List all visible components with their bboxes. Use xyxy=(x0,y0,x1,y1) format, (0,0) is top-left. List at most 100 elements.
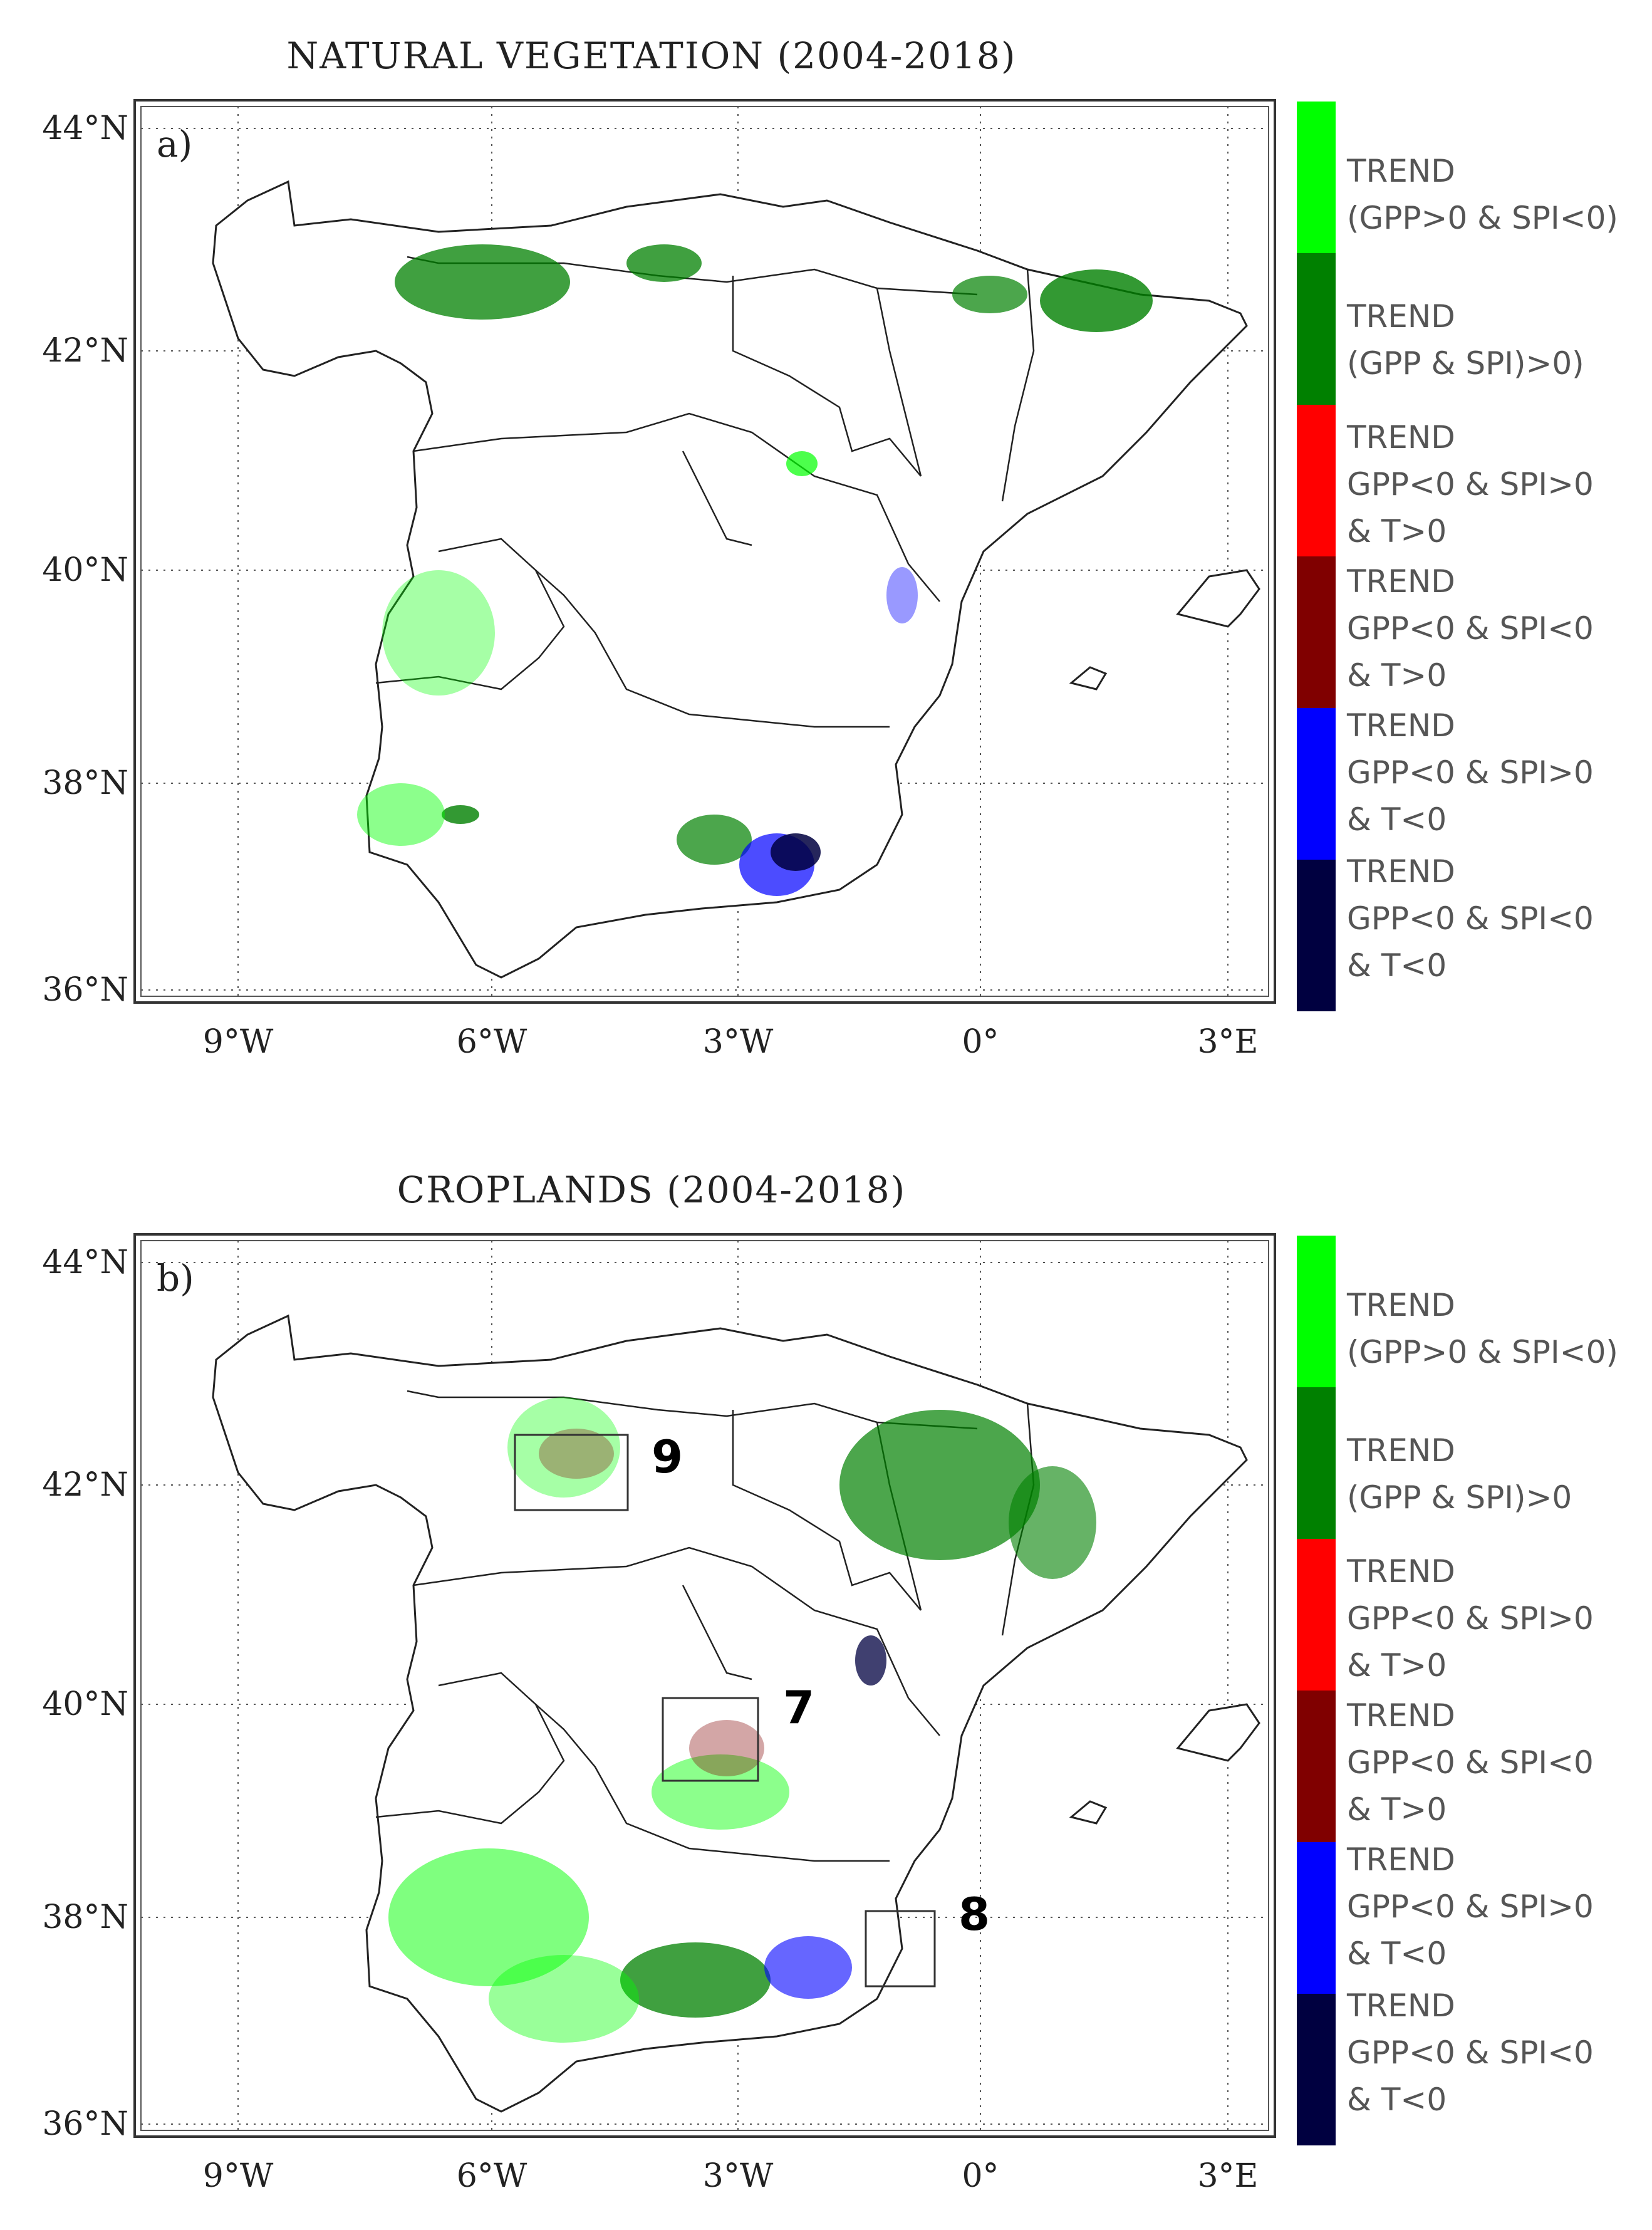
legend-text: GPP<0 & SPI<0 xyxy=(1347,1744,1594,1781)
legend-text: GPP<0 & SPI<0 xyxy=(1347,900,1594,937)
study-box-9 xyxy=(514,1434,629,1511)
legend-swatch xyxy=(1297,1387,1336,1539)
trend-patches xyxy=(357,244,1153,896)
patch-blue xyxy=(764,1936,852,1999)
legend-text: GPP<0 & SPI>0 xyxy=(1347,754,1594,791)
map-frame xyxy=(133,1233,1276,2138)
lat-tick: 36°N xyxy=(42,2105,128,2143)
lon-tick: 9°W xyxy=(203,1023,274,1061)
legend-text: GPP<0 & SPI>0 xyxy=(1347,1889,1594,1925)
patch-navy xyxy=(855,1635,886,1686)
legend-text: TREND xyxy=(1346,1842,1455,1878)
panel-label: b) xyxy=(157,1257,194,1300)
lon-tick: 0° xyxy=(962,2157,999,2195)
lon-tick: 0° xyxy=(962,1023,999,1061)
lat-tick: 36°N xyxy=(42,971,128,1009)
patch-dark-green xyxy=(677,815,752,865)
lon-tick: 3°E xyxy=(1197,1023,1258,1061)
legend-swatch xyxy=(1297,1994,1336,2145)
patch-dark-green xyxy=(1009,1466,1096,1579)
legend-swatch xyxy=(1297,253,1336,405)
legend-text: GPP<0 & SPI<0 xyxy=(1347,610,1594,647)
lon-tick: 3°W xyxy=(703,1023,774,1061)
patch-dark-green xyxy=(1040,269,1153,332)
trend-patches xyxy=(388,1397,1096,2043)
patch-light-green xyxy=(489,1955,639,2043)
legend-swatch xyxy=(1297,556,1336,708)
patch-dark-green xyxy=(395,244,570,320)
legend-swatch xyxy=(1297,102,1336,253)
lon-tick: 3°W xyxy=(703,2157,774,2195)
lat-tick: 40°N xyxy=(42,1686,128,1723)
patch-light-green xyxy=(652,1754,789,1830)
study-box-7 xyxy=(662,1697,759,1782)
patch-light-green xyxy=(382,570,495,696)
legend-text: TREND xyxy=(1346,153,1455,189)
box-label: 9 xyxy=(652,1430,683,1483)
lat-ticks: 44°N 42°N 40°N 38°N 36°N xyxy=(42,1244,128,2143)
patch-dark-green xyxy=(839,1410,1040,1560)
lat-tick: 38°N xyxy=(42,1899,128,1936)
legend-text: GPP<0 & SPI<0 xyxy=(1347,2035,1594,2071)
legend-text: GPP<0 & SPI>0 xyxy=(1347,1600,1594,1637)
legend-swatch xyxy=(1297,708,1336,860)
legend-text: & T>0 xyxy=(1347,1647,1447,1684)
lon-tick: 6°W xyxy=(457,2157,527,2195)
lat-tick: 44°N xyxy=(42,110,128,147)
mallorca-outline xyxy=(1176,569,1260,628)
legend-text: TREND xyxy=(1346,1287,1455,1323)
legend-text: TREND xyxy=(1346,1553,1455,1590)
legend-swatch xyxy=(1297,860,1336,1011)
ibiza-outline xyxy=(1069,1800,1108,1825)
legend-text: & T<0 xyxy=(1347,1936,1447,1972)
legend-text: & T>0 xyxy=(1347,657,1447,694)
legend: TREND (GPP>0 & SPI<0) TREND (GPP & SPI)>… xyxy=(1297,102,1618,1011)
patch-light-green xyxy=(357,783,445,846)
lon-tick: 3°E xyxy=(1197,2157,1258,2195)
panel-title: NATURAL VEGETATION (2004-2018) xyxy=(286,34,1017,77)
legend: TREND (GPP>0 & SPI<0) TREND (GPP & SPI)>… xyxy=(1297,1236,1618,2145)
patch-dark-green xyxy=(626,244,702,282)
lon-tick: 9°W xyxy=(203,2157,274,2195)
lat-tick: 44°N xyxy=(42,1244,128,1281)
region-borders xyxy=(375,1390,1035,1862)
map-frame xyxy=(133,99,1276,1004)
panel-croplands: CROPLANDS (2004-2018) xyxy=(0,1134,1652,2230)
patch-light-green xyxy=(388,1848,589,1986)
lat-tick: 40°N xyxy=(42,551,128,589)
legend-text: (GPP & SPI)>0 xyxy=(1347,1479,1572,1516)
legend-swatch xyxy=(1297,1539,1336,1691)
patch-light-green xyxy=(507,1397,620,1498)
patch-navy xyxy=(771,833,821,871)
mallorca-outline xyxy=(1176,1703,1260,1762)
lat-tick: 42°N xyxy=(42,1466,128,1504)
box-label: 7 xyxy=(783,1681,814,1734)
legend-text: (GPP & SPI)>0) xyxy=(1347,345,1584,382)
legend-swatch xyxy=(1297,1236,1336,1387)
patch-maroon xyxy=(689,1720,764,1776)
legend-text: TREND xyxy=(1346,298,1455,335)
box-label: 8 xyxy=(958,1888,990,1941)
legend-text: TREND xyxy=(1346,1988,1455,2024)
lon-ticks: 9°W 6°W 3°W 0° 3°E xyxy=(203,2157,1259,2195)
legend-text: & T>0 xyxy=(1347,1791,1447,1828)
legend-text: & T>0 xyxy=(1347,513,1447,550)
legend-text: (GPP>0 & SPI<0) xyxy=(1347,1334,1618,1370)
lat-tick: 42°N xyxy=(42,332,128,370)
map-inner-frame xyxy=(140,1240,1269,2131)
patch-dark-green xyxy=(442,805,479,824)
legend-text: & T<0 xyxy=(1347,2082,1447,2118)
legend-text: & T<0 xyxy=(1347,947,1447,984)
lon-ticks: 9°W 6°W 3°W 0° 3°E xyxy=(203,1023,1259,1061)
patch-dark-green xyxy=(620,1942,771,2018)
patch-dark-green xyxy=(952,276,1027,313)
panel-label: a) xyxy=(157,123,192,165)
panel-title: CROPLANDS (2004-2018) xyxy=(397,1169,907,1211)
panel-natural-vegetation: NATURAL VEGETATION (2004-2018) xyxy=(0,0,1652,1065)
map-svg: a) 44°N 42°N 40°N 38°N 36°N 9°W 6°W 3°W … xyxy=(42,99,1618,1061)
lat-ticks: 44°N 42°N 40°N 38°N 36°N xyxy=(42,110,128,1009)
legend-text: TREND xyxy=(1346,853,1455,890)
patch-blue xyxy=(886,567,918,623)
map-svg: 9 7 8 b) 44°N 42°N 40°N 38°N 36°N 9°W 6°… xyxy=(42,1233,1618,2195)
legend-swatch xyxy=(1297,1691,1336,1842)
